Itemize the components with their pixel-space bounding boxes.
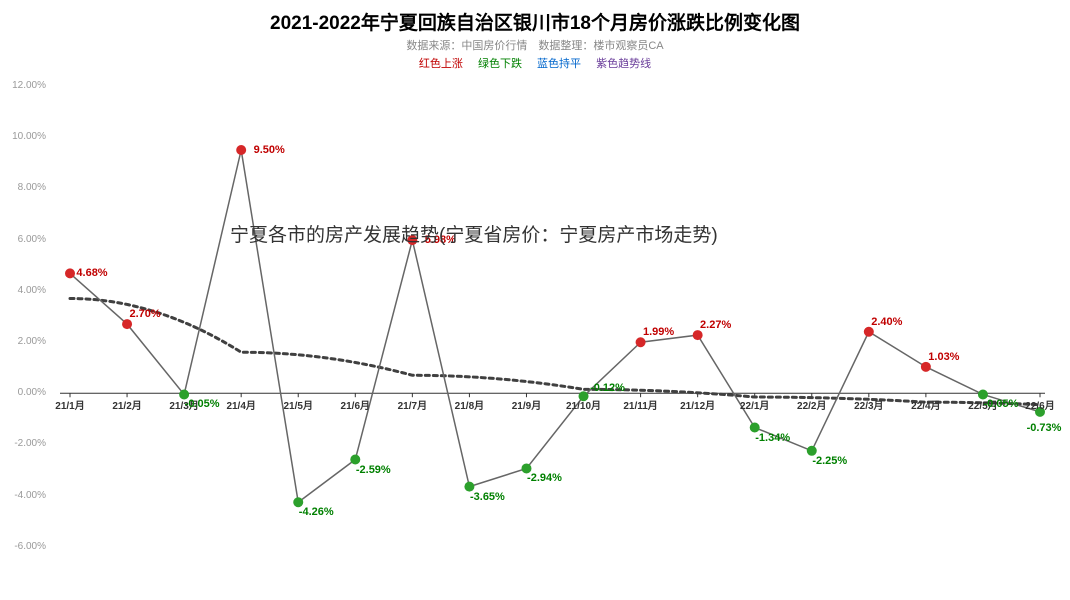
value-label: -1.34% (755, 432, 790, 444)
value-label: 2.40% (871, 316, 902, 328)
y-tick-label: -6.00% (4, 541, 46, 552)
legend-down: 绿色下跌 (478, 58, 522, 70)
y-tick-label: 10.00% (4, 131, 46, 142)
value-label: 2.27% (700, 319, 731, 331)
x-tick-label: 22/3月 (854, 397, 883, 412)
x-tick-label: 21/9月 (512, 397, 541, 412)
legend-up: 红色上涨 (419, 58, 463, 70)
value-label: 4.68% (76, 267, 107, 279)
value-label: -0.05% (984, 398, 1019, 410)
legend-trend: 紫色趋势线 (596, 58, 651, 70)
value-label: -0.05% (185, 398, 220, 410)
chart-legend: 红色上涨 绿色下跌 蓝色持平 紫色趋势线 (0, 55, 1070, 71)
x-tick-label: 22/1月 (740, 397, 769, 412)
legend-flat: 蓝色持平 (537, 58, 581, 70)
value-label: -0.12% (590, 382, 625, 394)
value-label: -2.94% (527, 472, 562, 484)
watermark-overlay: 宁夏各市的房产发展趋势(宁夏省房价：宁夏房产市场走势) (230, 220, 718, 247)
x-tick-label: 21/7月 (398, 397, 427, 412)
x-tick-label: 21/2月 (112, 397, 141, 412)
x-tick-label: 21/4月 (226, 397, 255, 412)
value-label: -0.73% (1027, 422, 1062, 434)
chart-subtitle: 数据来源：中国房价行情 数据整理：楼市观察员CA (0, 37, 1070, 53)
x-tick-label: 21/1月 (55, 397, 84, 412)
y-tick-label: 4.00% (4, 285, 46, 296)
x-tick-label: 22/6月 (1025, 397, 1054, 412)
value-label: 2.70% (129, 308, 160, 320)
value-label: 1.99% (643, 326, 674, 338)
y-tick-label: 0.00% (4, 387, 46, 398)
value-label: -4.26% (299, 506, 334, 518)
value-label: -2.25% (812, 455, 847, 467)
y-tick-label: -2.00% (4, 438, 46, 449)
x-tick-label: 22/2月 (797, 397, 826, 412)
x-tick-label: 21/10月 (566, 397, 601, 412)
x-tick-label: 21/6月 (341, 397, 370, 412)
value-label: 1.03% (928, 351, 959, 363)
value-label: -3.65% (470, 491, 505, 503)
x-tick-label: 21/5月 (284, 397, 313, 412)
x-tick-label: 21/11月 (623, 397, 657, 412)
chart-title: 2021-2022年宁夏回族自治区银川市18个月房价涨跌比例变化图 (0, 0, 1070, 35)
x-tick-label: 22/4月 (911, 397, 940, 412)
y-tick-label: 8.00% (4, 182, 46, 193)
y-tick-label: -4.00% (4, 490, 46, 501)
x-tick-label: 21/8月 (455, 397, 484, 412)
y-tick-label: 6.00% (4, 234, 46, 245)
y-tick-label: 12.00% (4, 80, 46, 91)
value-label: 9.50% (254, 144, 285, 156)
y-tick-label: 2.00% (4, 336, 46, 347)
x-tick-label: 21/12月 (680, 397, 715, 412)
value-label: -2.59% (356, 464, 391, 476)
